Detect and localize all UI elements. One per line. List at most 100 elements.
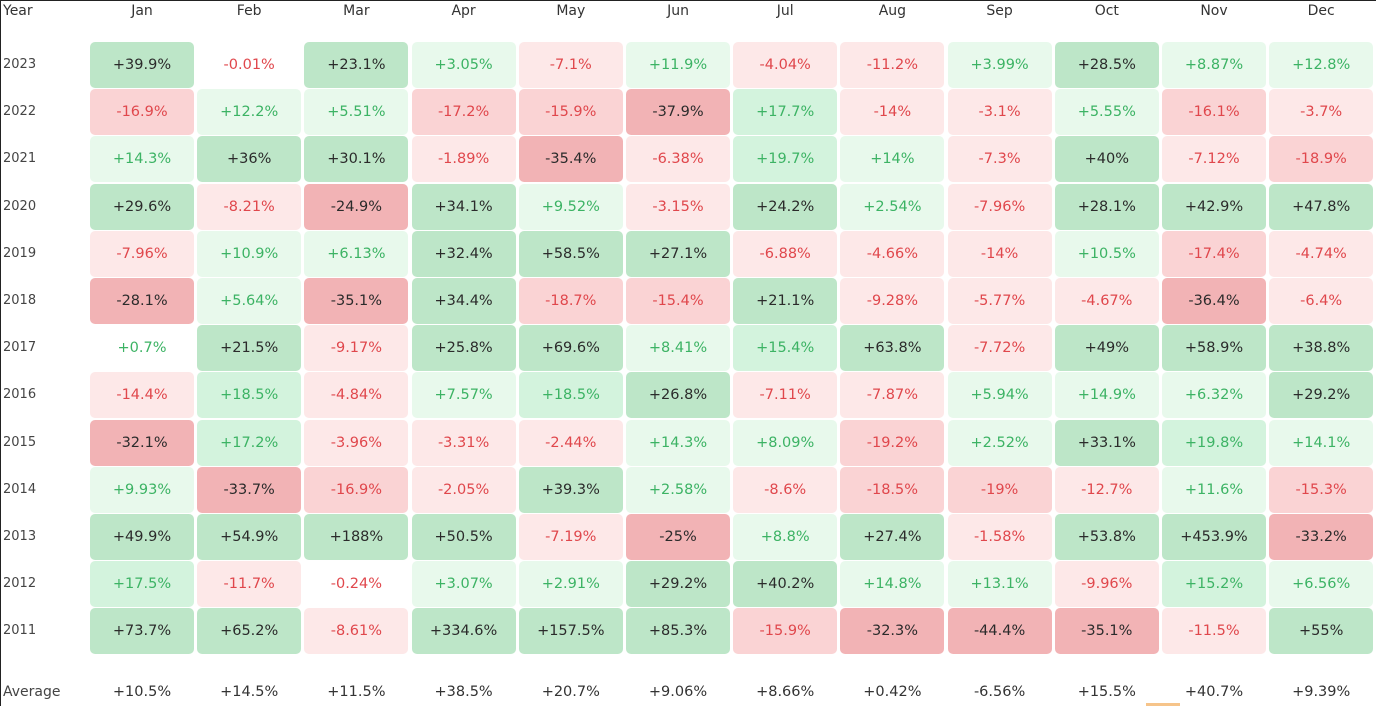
average-cell-apr: +38.5%: [434, 684, 493, 700]
return-cell-2014-jul: -8.6%: [733, 466, 838, 513]
column-header-nov: Nov: [1200, 3, 1228, 19]
return-cell-2012-sep: +13.1%: [947, 561, 1052, 608]
average-cell-may: +20.7%: [541, 684, 600, 700]
return-cell-2015-aug: -19.2%: [840, 419, 945, 466]
return-cell-2021-jul: +19.7%: [733, 136, 838, 183]
return-cell-2013-mar: +188%: [304, 514, 409, 560]
return-cell-2013-dec: -33.2%: [1269, 514, 1374, 560]
return-cell-2011-jul: -15.9%: [733, 608, 838, 655]
return-cell-2015-dec: +14.1%: [1269, 419, 1374, 466]
return-cell-2016-jun: +26.8%: [626, 372, 730, 419]
return-cell-2015-sep: +2.52%: [947, 419, 1052, 466]
column-header-apr: Apr: [451, 3, 476, 19]
return-cell-2016-nov: +6.32%: [1162, 372, 1266, 419]
year-label-2012: 2012: [3, 576, 37, 592]
return-cell-2016-may: +18.5%: [518, 372, 623, 419]
return-cell-2012-apr: +3.07%: [411, 561, 516, 608]
return-cell-2016-jul: -7.11%: [733, 372, 838, 419]
return-cell-2013-oct: +53.8%: [1054, 514, 1159, 560]
return-cell-2022-jun: -37.9%: [626, 89, 730, 136]
year-label-2023: 2023: [3, 57, 37, 72]
column-header-sep: Sep: [986, 3, 1013, 19]
return-cell-2023-jul: -4.04%: [733, 42, 838, 88]
return-cell-2020-nov: +42.9%: [1162, 183, 1266, 230]
return-cell-2022-dec: -3.7%: [1269, 89, 1374, 136]
return-cell-2021-apr: -1.89%: [411, 136, 516, 183]
return-cell-2015-oct: +33.1%: [1054, 419, 1159, 466]
return-cell-2020-jan: +29.6%: [90, 183, 194, 230]
return-cell-2023-may: -7.1%: [518, 42, 623, 88]
return-cell-2011-sep: -44.4%: [947, 608, 1052, 655]
return-cell-2023-sep: +3.99%: [947, 42, 1052, 88]
year-label-2018: 2018: [3, 293, 37, 308]
return-cell-2023-aug: -11.2%: [840, 42, 945, 88]
return-cell-2018-sep: -5.77%: [947, 278, 1052, 324]
return-cell-2012-mar: -0.24%: [304, 561, 409, 608]
year-label-2022: 2022: [3, 104, 37, 120]
return-cell-2019-mar: +6.13%: [304, 230, 409, 277]
return-cell-2016-dec: +29.2%: [1269, 372, 1374, 419]
return-cell-2018-feb: +5.64%: [197, 278, 302, 324]
return-cell-2012-jun: +29.2%: [626, 561, 730, 608]
return-cell-2020-jun: -3.15%: [626, 183, 730, 230]
return-cell-2019-may: +58.5%: [518, 230, 623, 277]
average-row-label: Average: [3, 684, 61, 700]
return-cell-2011-feb: +65.2%: [197, 608, 302, 655]
return-cell-2020-mar: -24.9%: [304, 183, 409, 230]
year-column-header: Year: [3, 3, 33, 19]
return-cell-2014-sep: -19%: [947, 466, 1052, 513]
return-cell-2023-dec: +12.8%: [1269, 42, 1374, 88]
column-header-dec: Dec: [1307, 3, 1335, 19]
return-cell-2011-apr: +334.6%: [411, 608, 516, 655]
return-cell-2014-may: +39.3%: [518, 466, 623, 513]
return-cell-2020-jul: +24.2%: [733, 183, 838, 230]
return-cell-2021-jan: +14.3%: [90, 136, 194, 183]
return-cell-2019-nov: -17.4%: [1162, 230, 1266, 277]
average-cell-feb: +14.5%: [220, 684, 279, 700]
return-cell-2014-nov: +11.6%: [1162, 466, 1266, 513]
return-cell-2018-dec: -6.4%: [1269, 278, 1374, 324]
return-cell-2019-aug: -4.66%: [840, 230, 945, 277]
return-cell-2023-nov: +8.87%: [1162, 42, 1266, 88]
return-cell-2019-apr: +32.4%: [411, 230, 516, 277]
return-cell-2014-mar: -16.9%: [304, 466, 409, 513]
return-cell-2021-mar: +30.1%: [304, 136, 409, 183]
return-cell-2020-feb: -8.21%: [197, 183, 302, 230]
year-label-2017: 2017: [3, 340, 37, 356]
return-cell-2020-may: +9.52%: [518, 183, 623, 230]
return-cell-2018-jun: -15.4%: [626, 278, 730, 324]
year-label-2019: 2019: [3, 245, 37, 261]
return-cell-2015-may: -2.44%: [518, 419, 623, 466]
corner-decoration: [1146, 703, 1180, 706]
return-cell-2016-sep: +5.94%: [947, 372, 1052, 419]
average-cell-sep: -6.56%: [973, 684, 1026, 700]
return-cell-2013-nov: +453.9%: [1162, 514, 1266, 560]
return-cell-2023-apr: +3.05%: [411, 42, 516, 88]
average-cell-aug: +0.42%: [863, 684, 922, 700]
return-cell-2011-jan: +73.7%: [90, 608, 194, 655]
return-cell-2018-jul: +21.1%: [733, 278, 838, 324]
return-cell-2015-nov: +19.8%: [1162, 419, 1266, 466]
return-cell-2013-feb: +54.9%: [197, 514, 302, 560]
return-cell-2014-aug: -18.5%: [840, 466, 945, 513]
column-header-aug: Aug: [878, 3, 907, 19]
year-label-2014: 2014: [3, 481, 37, 497]
return-cell-2011-jun: +85.3%: [626, 608, 730, 655]
return-cell-2011-aug: -32.3%: [840, 608, 945, 655]
column-header-feb: Feb: [236, 3, 262, 19]
return-cell-2022-sep: -3.1%: [947, 89, 1052, 136]
return-cell-2013-jun: -25%: [626, 514, 730, 560]
return-cell-2016-oct: +14.9%: [1054, 372, 1159, 419]
average-cell-jan: +10.5%: [112, 684, 172, 700]
return-cell-2022-apr: -17.2%: [411, 89, 516, 136]
return-cell-2017-nov: +58.9%: [1162, 325, 1266, 372]
return-cell-2012-feb: -11.7%: [197, 561, 302, 608]
return-cell-2012-nov: +15.2%: [1162, 561, 1266, 608]
return-cell-2017-oct: +49%: [1054, 325, 1159, 372]
return-cell-2017-apr: +25.8%: [411, 325, 516, 372]
return-cell-2023-feb: -0.01%: [197, 42, 302, 88]
average-cell-dec: +9.39%: [1292, 684, 1351, 700]
return-cell-2021-dec: -18.9%: [1269, 136, 1374, 183]
year-label-2020: 2020: [3, 198, 37, 214]
